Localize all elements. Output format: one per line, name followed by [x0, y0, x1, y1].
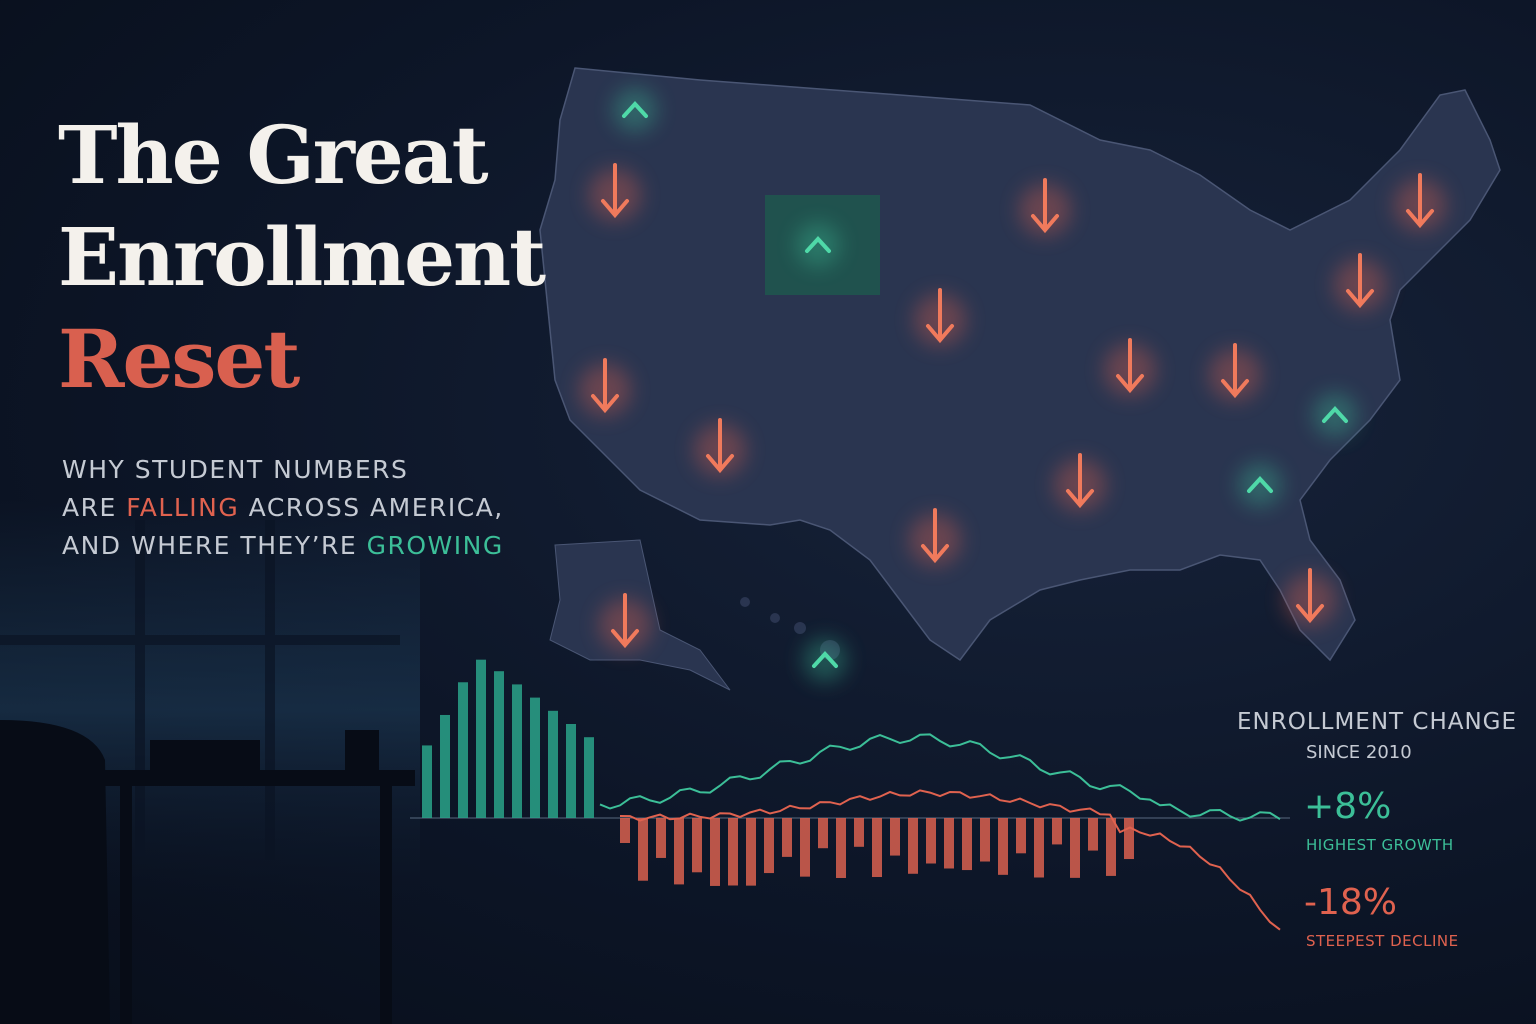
- decline-bar: [1016, 818, 1026, 854]
- growth-bar: [548, 710, 558, 818]
- growth-bar: [566, 724, 576, 818]
- down-arrow: [926, 288, 954, 344]
- up-arrow: [1322, 406, 1348, 423]
- down-arrow: [1066, 453, 1094, 509]
- stats-subheading: SINCE 2010: [1306, 742, 1412, 763]
- up-arrow: [812, 651, 838, 668]
- down-arrow: [601, 163, 629, 219]
- growth-bar: [422, 745, 432, 818]
- down-arrow: [1296, 568, 1324, 624]
- decline-bar: [1088, 818, 1098, 851]
- decline-bar: [800, 818, 810, 877]
- subtitle-line: WHY STUDENT NUMBERS: [62, 455, 409, 484]
- growth-bar: [530, 697, 540, 818]
- down-arrow: [1031, 178, 1059, 234]
- decline-bar: [728, 818, 738, 886]
- up-arrow: [622, 101, 648, 118]
- decline-bar: [1106, 818, 1116, 876]
- decline-bar: [890, 818, 900, 856]
- decline-bar: [854, 818, 864, 847]
- down-arrow: [1346, 253, 1374, 309]
- growth-line: [599, 733, 1281, 822]
- decline-bar: [944, 818, 954, 869]
- decline-bar: [1124, 818, 1134, 860]
- decline-bar: [782, 818, 792, 857]
- desk: [0, 720, 415, 1024]
- arrow-glow: [1313, 393, 1357, 437]
- growth-label: HIGHEST GROWTH: [1306, 836, 1454, 854]
- subtitle-falling: FALLING: [126, 493, 240, 522]
- growth-value: +8%: [1304, 786, 1392, 827]
- down-arrow: [1221, 343, 1249, 399]
- up-arrow: [805, 236, 831, 253]
- decline-bar: [908, 818, 918, 874]
- down-arrow: [1406, 173, 1434, 229]
- arrow-glow: [796, 223, 840, 267]
- down-arrow: [921, 508, 949, 564]
- subtitle-line: AND WHERE THEY’RE GROWING: [62, 531, 504, 560]
- decline-value: -18%: [1304, 882, 1398, 923]
- decline-bar: [980, 818, 990, 862]
- decline-bar: [674, 818, 684, 885]
- decline-label: STEEPEST DECLINE: [1306, 932, 1459, 950]
- growth-bar: [584, 737, 594, 818]
- decline-bar: [836, 818, 846, 878]
- decline-bar: [620, 818, 630, 843]
- decline-bar: [638, 818, 648, 881]
- down-arrow: [591, 358, 619, 414]
- decline-bar: [746, 818, 756, 886]
- decline-bar: [1034, 818, 1044, 878]
- stats-heading: ENROLLMENT CHANGE: [1237, 709, 1518, 735]
- subtitle-growing: GROWING: [366, 531, 504, 560]
- down-arrow: [706, 418, 734, 474]
- decline-bar: [1070, 818, 1080, 878]
- decline-bar: [818, 818, 828, 849]
- title-highlight: Reset: [58, 312, 300, 406]
- decline-bar: [998, 818, 1008, 875]
- decline-bar: [692, 818, 702, 873]
- down-arrow: [1116, 338, 1144, 394]
- growth-bar: [476, 659, 486, 818]
- us-map: [539, 67, 1501, 662]
- title-line: The Great: [58, 108, 489, 202]
- growth-bar: [440, 714, 450, 818]
- window-frame: [0, 520, 400, 860]
- growth-bar: [494, 671, 504, 818]
- decline-bar: [872, 818, 882, 878]
- decline-bar: [656, 818, 666, 858]
- decline-bar: [1052, 818, 1062, 845]
- up-arrow: [1247, 476, 1273, 493]
- subtitle-line: ARE FALLING ACROSS AMERICA,: [62, 493, 504, 522]
- arrow-glow: [1238, 463, 1282, 507]
- subtitle-text: ACROSS AMERICA,: [239, 493, 504, 522]
- decline-line: [619, 789, 1281, 931]
- growth-bar: [512, 684, 522, 818]
- growth-bar: [458, 682, 468, 818]
- decline-bar: [710, 818, 720, 886]
- decline-bar: [764, 818, 774, 874]
- down-arrow: [611, 593, 639, 649]
- arrow-glow: [803, 638, 847, 682]
- decline-bar: [926, 818, 936, 864]
- subtitle-text: AND WHERE THEY’RE: [62, 531, 367, 560]
- title-line: Enrollment: [58, 210, 546, 304]
- decline-bar: [962, 818, 972, 871]
- arrow-glow: [613, 88, 657, 132]
- subtitle-text: ARE: [62, 493, 127, 522]
